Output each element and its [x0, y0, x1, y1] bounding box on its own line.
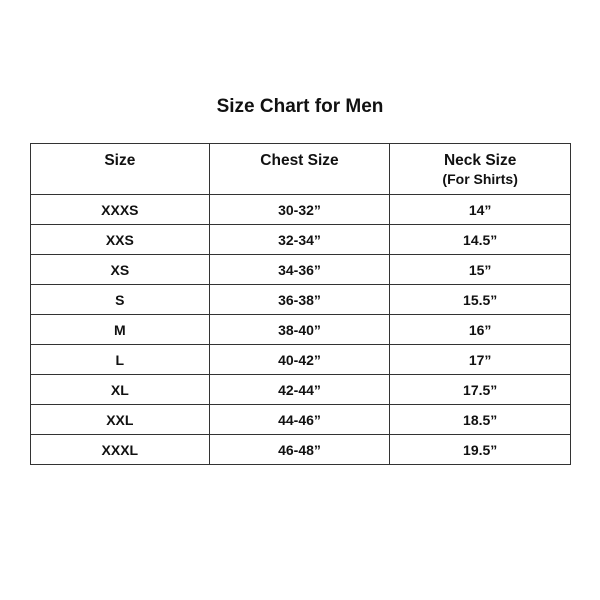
neck-cell: 17.5”: [389, 374, 571, 405]
header-size-label: Size: [104, 152, 136, 169]
chest-cell: 38-40”: [208, 314, 391, 345]
size-cell: XXS: [30, 224, 210, 255]
chest-cell: 44-46”: [208, 404, 391, 435]
size-cell: L: [30, 344, 210, 375]
neck-cell: 15.5”: [389, 284, 571, 315]
table-row: S 36-38” 15.5”: [30, 284, 571, 315]
table-row: XL 42-44” 17.5”: [30, 374, 571, 405]
header-size: Size: [30, 143, 210, 195]
chest-cell: 36-38”: [208, 284, 391, 315]
neck-cell: 14”: [389, 194, 571, 225]
chest-cell: 46-48”: [208, 434, 391, 465]
chest-cell: 32-34”: [208, 224, 391, 255]
table-row: XS 34-36” 15”: [30, 254, 571, 285]
header-neck-label: Neck Size: [443, 152, 517, 169]
neck-cell: 16”: [389, 314, 571, 345]
table-row: XXXL 46-48” 19.5”: [30, 434, 571, 465]
page-title: Size Chart for Men: [216, 96, 384, 117]
table-row: XXXS 30-32” 14”: [30, 194, 571, 225]
neck-cell: 14.5”: [389, 224, 571, 255]
header-neck: Neck Size (For Shirts): [389, 143, 571, 195]
size-cell: S: [30, 284, 210, 315]
table-row: L 40-42” 17”: [30, 344, 571, 375]
chest-cell: 40-42”: [208, 344, 391, 375]
header-neck-sublabel: (For Shirts): [442, 171, 518, 187]
header-chest: Chest Size: [208, 143, 391, 195]
size-cell: XXL: [30, 404, 210, 435]
neck-cell: 17”: [389, 344, 571, 375]
header-chest-label: Chest Size: [260, 152, 339, 169]
table-row: XXS 32-34” 14.5”: [30, 224, 571, 255]
neck-cell: 15”: [389, 254, 571, 285]
chest-cell: 34-36”: [208, 254, 391, 285]
neck-cell: 18.5”: [389, 404, 571, 435]
table-row: M 38-40” 16”: [30, 314, 571, 345]
size-cell: XXXS: [30, 194, 210, 225]
size-cell: XS: [30, 254, 210, 285]
size-cell: M: [30, 314, 210, 345]
neck-cell: 19.5”: [389, 434, 571, 465]
header-row: Size Chest Size Neck Size (For Shirts): [30, 143, 571, 195]
size-cell: XL: [30, 374, 210, 405]
chest-cell: 30-32”: [208, 194, 391, 225]
size-cell: XXXL: [30, 434, 210, 465]
chest-cell: 42-44”: [208, 374, 391, 405]
table-row: XXL 44-46” 18.5”: [30, 404, 571, 435]
size-chart-table: Size Chest Size Neck Size (For Shirts) XX…: [30, 143, 571, 465]
